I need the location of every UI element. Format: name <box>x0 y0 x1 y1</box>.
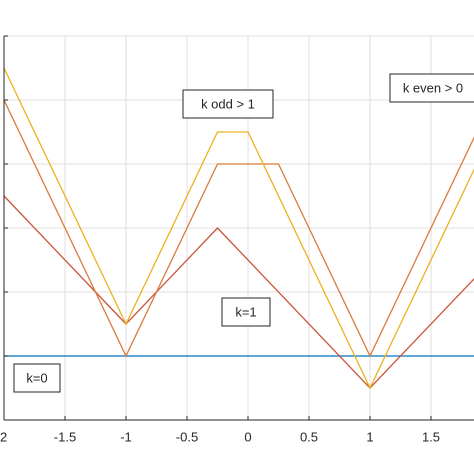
annotation: k even > 0 <box>403 80 463 95</box>
annotation: k=0 <box>26 370 47 385</box>
x-tick-label: -1.5 <box>54 429 76 444</box>
x-tick-label: 0.5 <box>300 429 318 444</box>
plot-area <box>4 67 474 390</box>
annotation-box <box>389 73 474 103</box>
line-series <box>4 195 474 389</box>
labels: 2 -1.5 -1 -0.5 0 0.5 1 1.5 k odd > 1 k even > 0 k=… <box>0 35 474 444</box>
annotation-box <box>221 297 271 327</box>
x-tick-label: 2 <box>0 429 7 444</box>
line-series <box>4 67 474 390</box>
annotation: k=1 <box>235 304 256 319</box>
annotation: k odd > 1 <box>201 96 255 111</box>
x-tick-label: -0.5 <box>176 429 198 444</box>
line-series <box>4 99 474 358</box>
annotation-box <box>182 89 274 119</box>
x-tick-label: 1.5 <box>422 429 440 444</box>
x-tick-label: 0 <box>244 429 251 444</box>
annotation-box <box>13 363 61 393</box>
x-tick-label: -1 <box>120 429 132 444</box>
x-tick-label: 1 <box>366 429 373 444</box>
